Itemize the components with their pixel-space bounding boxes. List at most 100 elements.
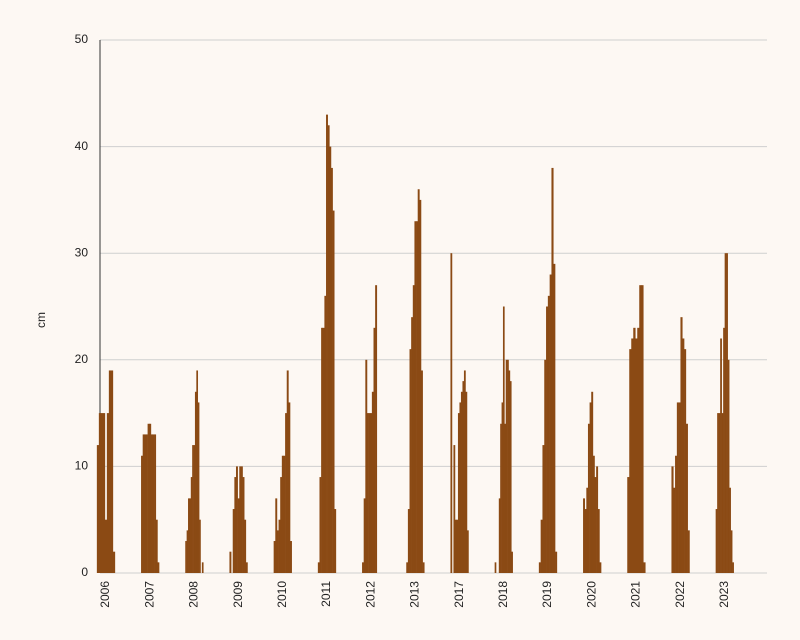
- bar: [544, 359, 547, 573]
- bar: [286, 370, 289, 573]
- bar: [244, 519, 247, 573]
- bar: [149, 423, 152, 573]
- bar: [643, 562, 646, 573]
- bar: [715, 509, 718, 573]
- bar: [329, 146, 332, 573]
- bar: [730, 530, 733, 573]
- bar: [498, 498, 501, 573]
- bar: [186, 530, 189, 573]
- bar: [676, 402, 679, 573]
- bar: [188, 498, 190, 573]
- x-tick-label: 2010: [275, 581, 289, 608]
- bar: [283, 455, 286, 573]
- bar: [147, 423, 150, 573]
- y-tick-label: 20: [75, 352, 89, 366]
- x-tick-label: 2006: [98, 581, 112, 608]
- bar: [723, 327, 725, 573]
- bar: [729, 487, 731, 573]
- bar: [407, 509, 410, 573]
- bar: [671, 466, 674, 573]
- bar: [110, 370, 114, 573]
- bar: [680, 317, 683, 573]
- bar: [596, 466, 599, 573]
- bar: [589, 402, 592, 573]
- bar: [157, 562, 160, 573]
- bar: [555, 551, 558, 573]
- x-tick-label: 2018: [496, 581, 510, 608]
- bar: [327, 125, 330, 573]
- bar: [594, 477, 597, 573]
- bar: [240, 466, 243, 573]
- x-tick-label: 2020: [584, 581, 598, 608]
- bar: [373, 327, 376, 573]
- bar: [637, 327, 640, 573]
- bar: [330, 167, 333, 574]
- y-axis-label: cm: [34, 312, 48, 328]
- x-tick-label: 2019: [540, 581, 554, 608]
- bar: [726, 253, 728, 573]
- bar: [538, 562, 541, 573]
- bar: [108, 370, 112, 573]
- bar: [245, 562, 248, 573]
- bar: [321, 327, 324, 573]
- bar: [285, 413, 288, 573]
- bar: [720, 338, 722, 573]
- bar: [460, 391, 463, 573]
- bar: [462, 381, 465, 573]
- y-tick-label: 40: [75, 139, 89, 153]
- bar: [193, 445, 196, 573]
- bar: [411, 317, 414, 573]
- y-tick-label: 30: [75, 245, 89, 259]
- bar: [332, 210, 335, 573]
- bar: [504, 423, 507, 573]
- bar: [633, 327, 636, 573]
- bar: [197, 402, 200, 573]
- bar: [678, 402, 681, 573]
- bar: [281, 455, 284, 573]
- bar: [112, 551, 116, 573]
- bar: [275, 498, 278, 573]
- y-tick-label: 10: [75, 459, 89, 473]
- bar: [721, 413, 724, 573]
- bar: [190, 477, 193, 573]
- bar: [540, 519, 543, 573]
- bar: [718, 413, 721, 573]
- bar: [417, 189, 420, 574]
- bar: [280, 477, 283, 573]
- bar: [150, 434, 153, 573]
- bar: [675, 455, 678, 573]
- bar: [717, 413, 719, 573]
- bar: [232, 509, 235, 573]
- bar: [450, 253, 453, 573]
- bar: [587, 423, 590, 573]
- x-tick-label: 2012: [363, 581, 377, 608]
- bar: [549, 274, 552, 573]
- bar: [278, 519, 281, 573]
- bar: [466, 530, 469, 573]
- bar: [542, 445, 545, 573]
- bar: [583, 498, 585, 573]
- bar: [106, 413, 110, 573]
- bar: [242, 477, 245, 573]
- bar: [368, 413, 371, 573]
- bar: [457, 413, 460, 573]
- bar: [687, 530, 690, 573]
- bar: [199, 519, 201, 573]
- bar: [409, 349, 412, 573]
- bar: [673, 487, 676, 573]
- bar: [189, 498, 192, 573]
- y-tick-label: 0: [81, 565, 88, 579]
- bar: [412, 285, 415, 573]
- bar: [334, 509, 337, 573]
- bar: [375, 285, 378, 573]
- bar: [639, 285, 642, 573]
- bar: [365, 359, 368, 573]
- bar: [276, 530, 279, 573]
- x-tick-label: 2022: [673, 581, 687, 608]
- bar: [501, 402, 504, 573]
- bar: [322, 327, 325, 573]
- bar: [685, 423, 688, 573]
- bar: [370, 413, 373, 573]
